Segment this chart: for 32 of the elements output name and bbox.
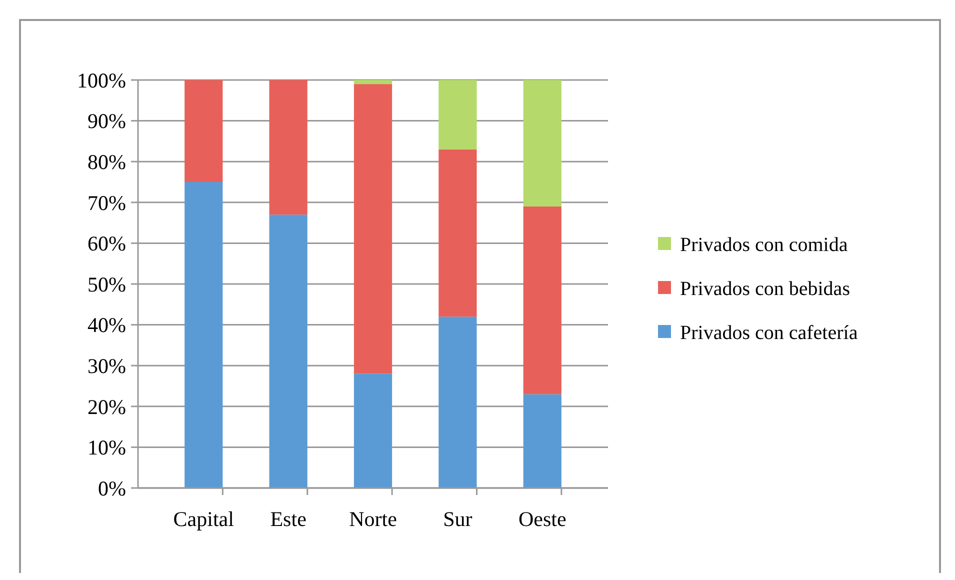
legend-label: Privados con comida	[680, 234, 848, 256]
y-tick-label: 20%	[88, 394, 126, 419]
y-tick-label: 90%	[88, 109, 126, 134]
y-tick-label: 10%	[88, 436, 126, 460]
y-tick-label: 80%	[88, 150, 126, 174]
y-tick-label: 60%	[88, 232, 126, 256]
y-tick-label: 30%	[88, 354, 126, 378]
bar	[354, 84, 392, 374]
y-tick-label: 70%	[88, 190, 126, 215]
x-tick-label: Sur	[443, 507, 472, 531]
bar	[523, 80, 562, 206]
bar	[438, 80, 477, 150]
bar	[184, 182, 223, 488]
bar	[354, 374, 392, 488]
x-tick-label: Este	[270, 507, 306, 531]
legend-label: Privados con bebidas	[680, 278, 850, 300]
y-tick-label: 0%	[98, 476, 126, 500]
y-tick-label: 40%	[88, 313, 126, 338]
bar	[354, 80, 392, 84]
bar	[438, 316, 477, 488]
bar	[438, 149, 477, 317]
bar	[269, 214, 308, 488]
x-tick-label: Oeste	[518, 507, 566, 531]
legend-label: Privados con cafetería	[680, 322, 858, 344]
x-tick-label: Capital	[173, 507, 234, 531]
x-tick-label: Norte	[349, 507, 397, 531]
y-tick-label: 50%	[88, 272, 126, 296]
bar	[523, 206, 562, 394]
y-tick-label: 100%	[77, 68, 126, 92]
bar	[269, 80, 308, 215]
bar	[523, 394, 562, 488]
bar	[184, 80, 223, 182]
